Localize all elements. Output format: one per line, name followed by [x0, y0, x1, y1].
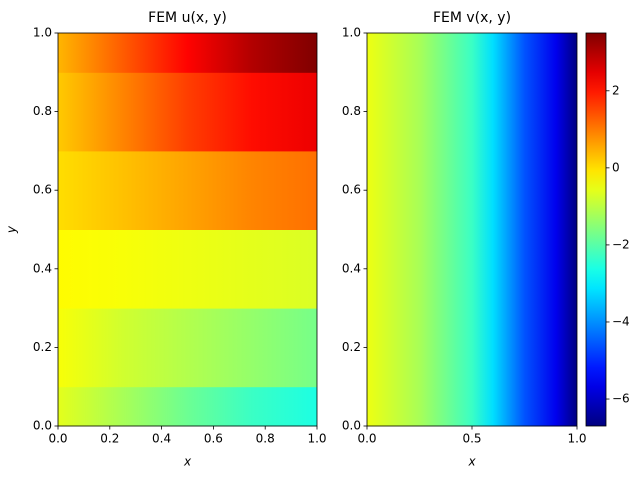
heatmap-row [58, 150, 317, 230]
y-tick-label: 0.4 [33, 261, 52, 275]
y-tick-label: 0.6 [33, 183, 52, 197]
x-axis-label: x [467, 455, 476, 469]
x-tick-label: 0.2 [100, 432, 119, 446]
heatmap-row [367, 229, 577, 427]
colorbar-tick-label: −2 [612, 237, 630, 251]
axes-frame [57, 32, 318, 427]
y-tick-label: 0.8 [33, 104, 52, 118]
y-tick-label: 0.2 [342, 340, 361, 354]
y-tick-label: 1.0 [342, 26, 361, 40]
heatmap-row [58, 308, 317, 388]
y-tick-label: 0.0 [342, 419, 361, 433]
heatmap-row [58, 72, 317, 152]
y-axis-label: y [5, 225, 19, 234]
y-tick-label: 0.2 [33, 340, 52, 354]
heatmap-row [367, 33, 577, 230]
chart-title: FEM v(x, y) [433, 10, 511, 26]
x-tick-label: 0.5 [462, 432, 481, 446]
y-tick-label: 0.8 [342, 104, 361, 118]
heatmap-row [58, 33, 317, 73]
colorbar-tick-label: 0 [612, 160, 620, 174]
chart-title: FEM u(x, y) [148, 10, 227, 26]
colorbar [585, 32, 607, 427]
x-axis-label: x [183, 455, 192, 469]
y-tick-label: 0.6 [342, 183, 361, 197]
heatmap-row [58, 386, 317, 427]
y-tick-label: 0.4 [342, 261, 361, 275]
x-tick-label: 0.0 [48, 432, 67, 446]
x-tick-label: 1.0 [307, 432, 326, 446]
x-tick-label: 0.0 [357, 432, 376, 446]
colorbar-tick-label: 2 [612, 83, 620, 97]
colorbar-tick-label: −6 [612, 392, 630, 406]
x-tick-label: 0.4 [152, 432, 171, 446]
x-tick-label: 0.6 [204, 432, 223, 446]
colorbar-tick-label: −4 [612, 314, 630, 328]
y-tick-label: 1.0 [33, 26, 52, 40]
x-tick-label: 1.0 [567, 432, 586, 446]
x-tick-label: 0.8 [256, 432, 275, 446]
y-tick-label: 0.0 [33, 419, 52, 433]
heatmap-row [58, 229, 317, 309]
